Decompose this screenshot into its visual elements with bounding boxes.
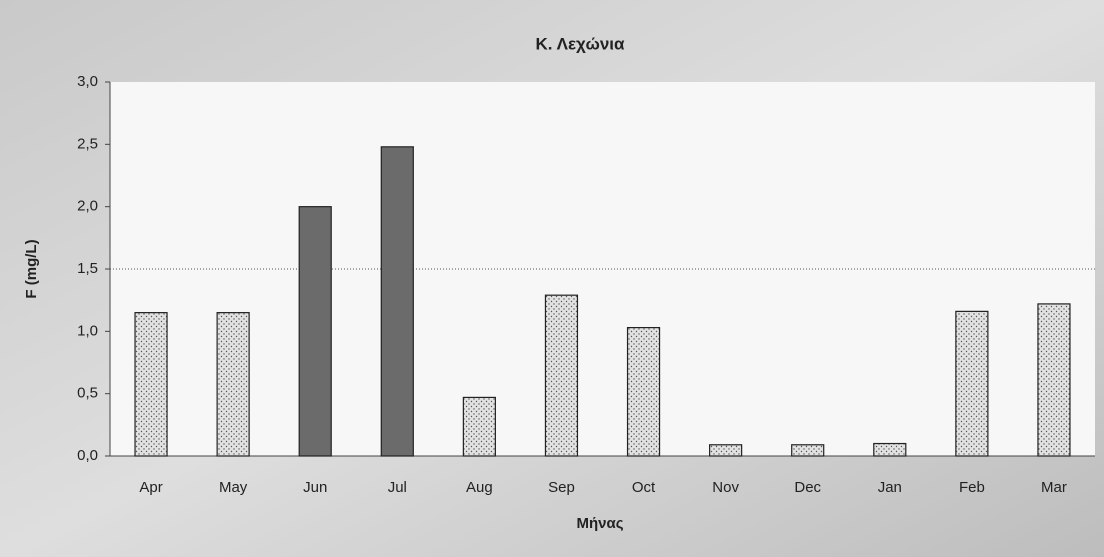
bar — [709, 444, 743, 457]
bar — [873, 442, 907, 457]
x-tick-label: Dec — [794, 479, 821, 496]
chart-title: Κ. Λεχώνια — [536, 34, 625, 53]
bar — [216, 312, 250, 457]
y-tick-label: 0,0 — [77, 447, 98, 464]
bar — [298, 206, 332, 457]
y-tick-label: 1,5 — [77, 260, 98, 277]
y-tick-label: 2,0 — [77, 198, 98, 215]
bar — [380, 146, 414, 457]
bar — [544, 294, 579, 457]
y-tick-label: 0,5 — [77, 385, 98, 402]
bar — [134, 312, 168, 457]
x-tick-label: Aug — [466, 479, 493, 496]
x-tick-label: May — [219, 479, 248, 496]
y-tick-label: 3,0 — [77, 73, 98, 90]
x-tick-label: Jul — [388, 479, 407, 496]
bar — [955, 310, 989, 457]
bar — [462, 396, 496, 457]
x-tick-label: Feb — [959, 479, 985, 496]
bar — [1037, 303, 1071, 457]
y-tick-label: 1,0 — [77, 322, 98, 339]
x-tick-label: Jun — [303, 479, 327, 496]
x-tick-label: Sep — [548, 479, 575, 496]
bar — [791, 444, 825, 457]
x-tick-label: Oct — [632, 479, 656, 496]
x-axis-label: Μήνας — [576, 515, 623, 532]
x-tick-label: Jan — [878, 479, 902, 496]
bar — [626, 326, 661, 457]
y-tick-label: 2,5 — [77, 135, 98, 152]
x-tick-label: Nov — [712, 479, 739, 496]
x-tick-label: Mar — [1041, 479, 1067, 496]
y-axis-label: F (mg/L) — [23, 239, 40, 298]
x-tick-label: Apr — [139, 479, 162, 496]
